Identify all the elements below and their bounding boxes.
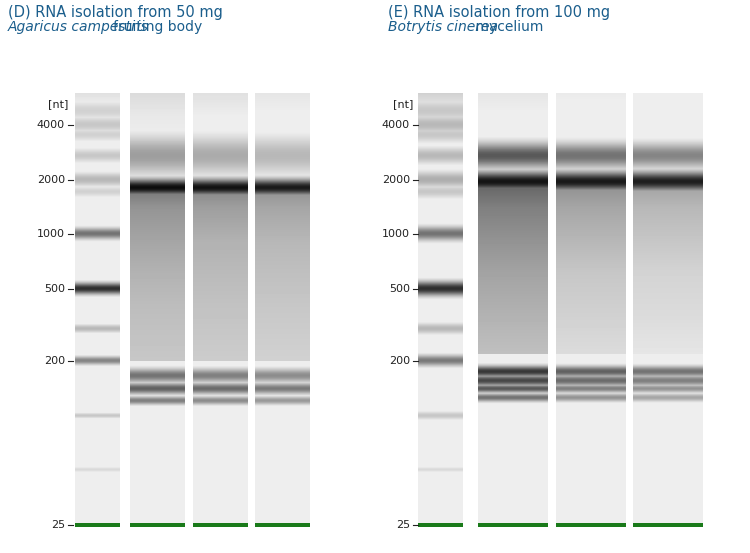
Text: [nt]: [nt] <box>48 99 68 109</box>
Bar <box>255 523 310 527</box>
Bar <box>130 523 185 527</box>
Bar <box>478 523 548 527</box>
Text: Agaricus campestris: Agaricus campestris <box>8 20 148 34</box>
Text: 25: 25 <box>396 520 410 530</box>
Bar <box>193 523 248 527</box>
Text: 200: 200 <box>44 356 65 366</box>
Text: 4000: 4000 <box>382 120 410 130</box>
Text: 2000: 2000 <box>382 175 410 185</box>
Text: 1000: 1000 <box>382 229 410 239</box>
Text: 200: 200 <box>388 356 410 366</box>
Text: Botrytis cinerea: Botrytis cinerea <box>388 20 498 34</box>
Text: 2000: 2000 <box>37 175 65 185</box>
Text: fruiting body: fruiting body <box>8 20 202 34</box>
Text: 1000: 1000 <box>37 229 65 239</box>
Text: 25: 25 <box>51 520 65 530</box>
Text: (E) RNA isolation from 100 mg: (E) RNA isolation from 100 mg <box>388 5 610 20</box>
Bar <box>75 523 120 527</box>
Bar <box>633 523 703 527</box>
Text: 500: 500 <box>44 284 65 294</box>
Text: [nt]: [nt] <box>393 99 413 109</box>
Text: mycelium: mycelium <box>388 20 543 34</box>
Bar <box>418 523 463 527</box>
Bar <box>556 523 626 527</box>
Text: 4000: 4000 <box>37 120 65 130</box>
Text: 500: 500 <box>389 284 410 294</box>
Text: (D) RNA isolation from 50 mg: (D) RNA isolation from 50 mg <box>8 5 223 20</box>
